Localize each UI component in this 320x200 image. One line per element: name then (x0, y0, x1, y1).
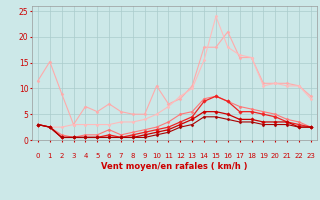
X-axis label: Vent moyen/en rafales ( km/h ): Vent moyen/en rafales ( km/h ) (101, 162, 248, 171)
